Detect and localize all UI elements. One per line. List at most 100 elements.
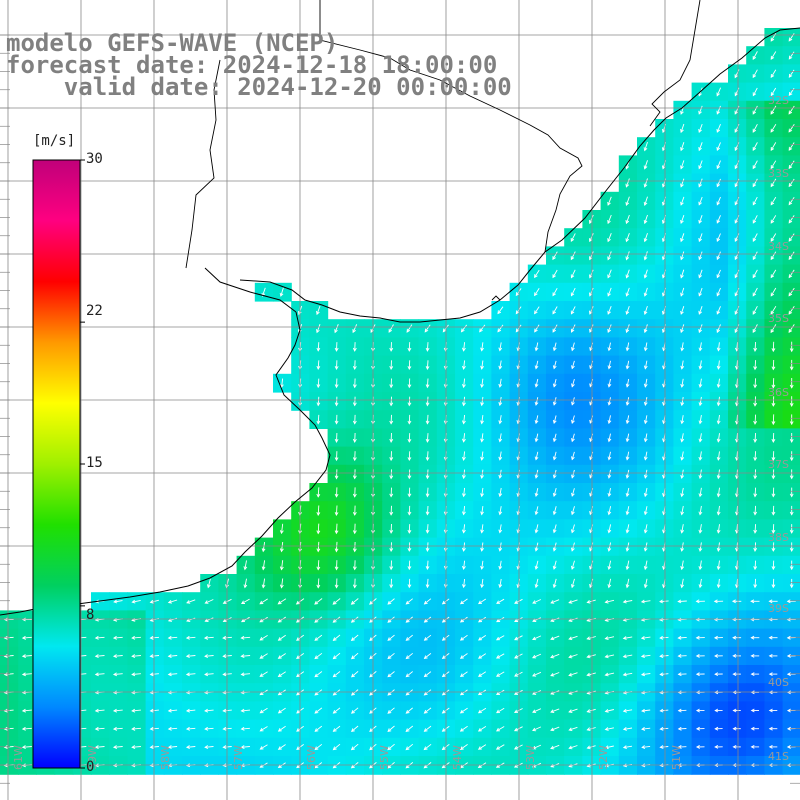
wind-arrow (732, 654, 741, 658)
wind-arrow (423, 707, 432, 714)
latitude-label: 33S (768, 167, 789, 180)
wind-arrow (387, 634, 395, 641)
wind-arrow (607, 324, 612, 333)
wind-arrow (625, 433, 630, 443)
wind-arrow (752, 142, 758, 152)
wind-arrow (625, 251, 630, 261)
wind-arrow (698, 342, 703, 352)
wind-arrow (352, 360, 357, 371)
wind-arrow (643, 487, 648, 498)
wind-arrow (352, 414, 357, 425)
wind-arrow (625, 397, 630, 406)
wind-arrow (498, 433, 503, 443)
wind-arrow (698, 415, 703, 425)
wind-arrow (480, 396, 484, 407)
wind-arrow (788, 142, 795, 151)
wind-arrow (716, 215, 721, 224)
wind-arrow (659, 672, 669, 677)
longitude-label: 53W (524, 745, 537, 770)
wind-arrow (222, 672, 232, 677)
wind-arrow (677, 672, 687, 677)
wind-arrow (680, 415, 685, 425)
wind-arrow (131, 708, 141, 713)
wind-arrow (789, 505, 794, 516)
wind-arrow (461, 342, 466, 352)
wind-arrow (459, 598, 468, 605)
latitude-label: 37S (768, 458, 789, 471)
wind-arrow (771, 378, 776, 389)
wind-arrow (352, 487, 357, 498)
wind-arrow (714, 726, 723, 731)
wind-arrow (389, 451, 394, 462)
wind-arrow (261, 287, 266, 297)
wind-arrow (568, 654, 578, 659)
wind-arrow (643, 196, 648, 206)
wind-arrow (643, 451, 648, 461)
wind-arrow (771, 451, 776, 462)
wind-arrow (550, 672, 560, 677)
wind-arrow (716, 487, 721, 498)
wind-arrow (716, 269, 721, 279)
wind-arrow (570, 560, 575, 570)
wind-arrow (425, 342, 430, 352)
wind-arrow (589, 251, 594, 261)
wind-arrow (498, 415, 503, 425)
wind-arrow (752, 87, 758, 97)
longitude-label: 56W (305, 745, 318, 770)
wind-arrow (789, 451, 794, 462)
colorbar (32, 159, 85, 769)
wind-arrow (222, 708, 232, 713)
wind-arrow (786, 599, 796, 604)
wind-arrow (659, 708, 669, 713)
wind-arrow (753, 414, 758, 425)
wind-arrow (622, 636, 633, 640)
wind-arrow (568, 599, 578, 604)
wind-arrow (387, 671, 395, 678)
wind-arrow (713, 617, 724, 622)
wind-arrow (571, 433, 575, 443)
wind-arrow (770, 87, 777, 97)
wind-arrow (185, 654, 196, 659)
wind-arrow (750, 654, 760, 658)
wind-arrow (461, 542, 466, 552)
wind-arrow (771, 414, 776, 426)
wind-arrow (261, 542, 266, 553)
wind-arrow (277, 616, 287, 623)
wind-arrow (552, 524, 557, 534)
wind-arrow (753, 560, 758, 571)
wind-arrow (131, 635, 141, 640)
wind-arrow (625, 415, 630, 425)
wind-arrow (771, 542, 776, 552)
wind-arrow (167, 599, 178, 604)
wind-arrow (423, 743, 432, 751)
wind-arrow (459, 707, 468, 714)
wind-arrow (461, 506, 466, 516)
wind-arrow (352, 469, 357, 480)
wind-arrow (480, 560, 484, 570)
wind-arrow (752, 105, 758, 115)
wind-arrow (589, 269, 594, 279)
wind-arrow (698, 123, 703, 133)
wind-arrow (334, 414, 339, 425)
latitude-label: 34S (768, 240, 789, 253)
wind-arrow (788, 178, 795, 188)
latitude-label: 39S (768, 602, 789, 615)
wind-arrow (771, 560, 776, 571)
wind-arrow (206, 578, 211, 589)
wind-arrow (350, 616, 359, 623)
wind-arrow (389, 505, 394, 516)
wind-arrow (680, 451, 685, 461)
wind-arrow (680, 505, 685, 516)
wind-arrow (480, 578, 484, 589)
wind-arrow (21, 617, 32, 622)
wind-arrow (625, 324, 630, 334)
wind-arrow (204, 599, 214, 604)
wind-arrow (571, 506, 575, 516)
wind-arrow (350, 634, 359, 641)
wind-arrow (222, 726, 232, 731)
wind-arrow (478, 653, 487, 659)
wind-arrow (770, 178, 777, 188)
wind-arrow (607, 524, 612, 534)
